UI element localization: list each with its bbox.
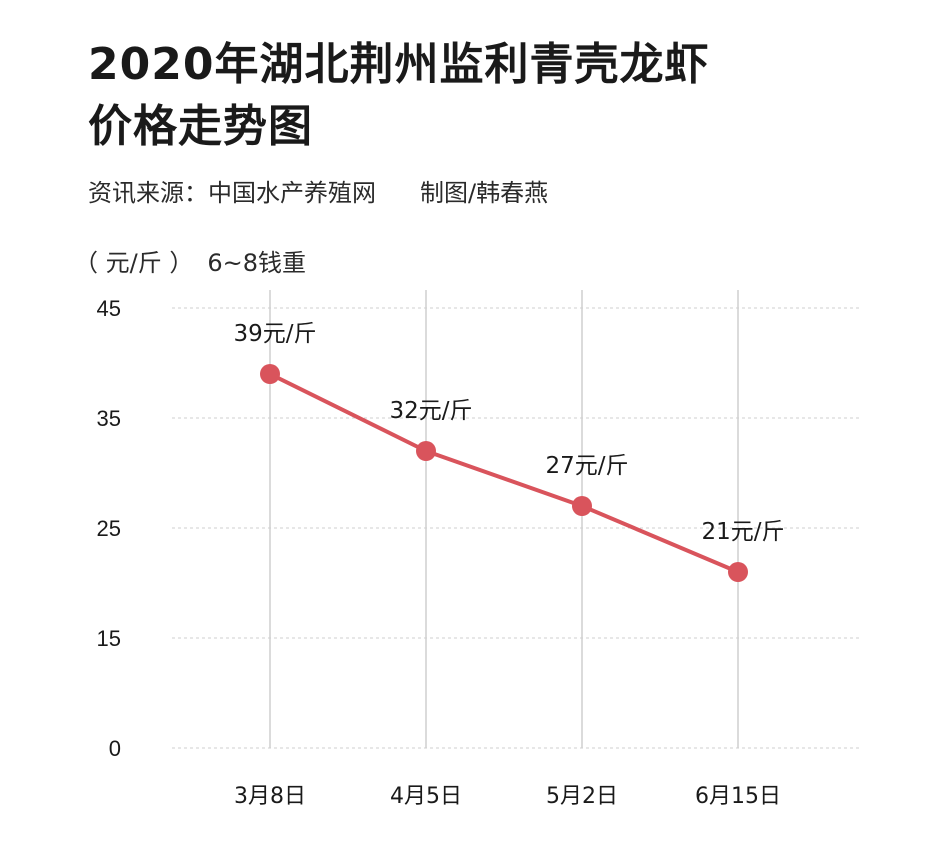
credit-text: 制图/韩春燕: [420, 179, 549, 207]
y-tick-label: 35: [97, 406, 121, 431]
chart-grid: [172, 290, 860, 749]
y-tick-label: 25: [97, 516, 121, 541]
chart-title-line-1: 2020年湖北荆州监利青壳龙虾: [88, 39, 710, 90]
y-axis-ticks: 0 15 25 35 45: [97, 296, 121, 761]
data-point: [416, 441, 436, 461]
y-tick-label: 45: [97, 296, 121, 321]
price-series: [260, 364, 748, 582]
data-label: 21元/斤: [701, 519, 784, 545]
data-point: [728, 562, 748, 582]
size-spec: 6~8钱重: [207, 249, 306, 277]
data-label: 32元/斤: [389, 398, 472, 424]
x-axis-ticks: 3月8日 4月5日 5月2日 6月15日: [234, 784, 781, 809]
data-point: [260, 364, 280, 384]
data-label: 27元/斤: [545, 453, 628, 479]
x-tick-label: 6月15日: [695, 784, 781, 809]
chart-title-line-2: 价格走势图: [88, 101, 313, 152]
price-line: [268, 372, 740, 574]
data-label: 39元/斤: [233, 321, 316, 347]
x-tick-label: 4月5日: [390, 784, 462, 809]
y-tick-label: 15: [97, 626, 121, 651]
chart-title: 2020年湖北荆州监利青壳龙虾 价格走势图: [88, 34, 848, 158]
x-tick-label: 5月2日: [546, 784, 618, 809]
y-tick-label: 0: [109, 736, 121, 761]
y-axis-unit: （ 元/斤 ）: [74, 249, 194, 277]
unit-line: （ 元/斤 ） 6~8钱重: [74, 246, 306, 280]
source-credit-line: 资讯来源：中国水产养殖网 制图/韩春燕: [88, 176, 548, 210]
data-point: [572, 496, 592, 516]
data-labels: 39元/斤 32元/斤 27元/斤 21元/斤: [233, 321, 784, 545]
source-text: 资讯来源：中国水产养殖网: [88, 179, 376, 207]
x-tick-label: 3月8日: [234, 784, 306, 809]
